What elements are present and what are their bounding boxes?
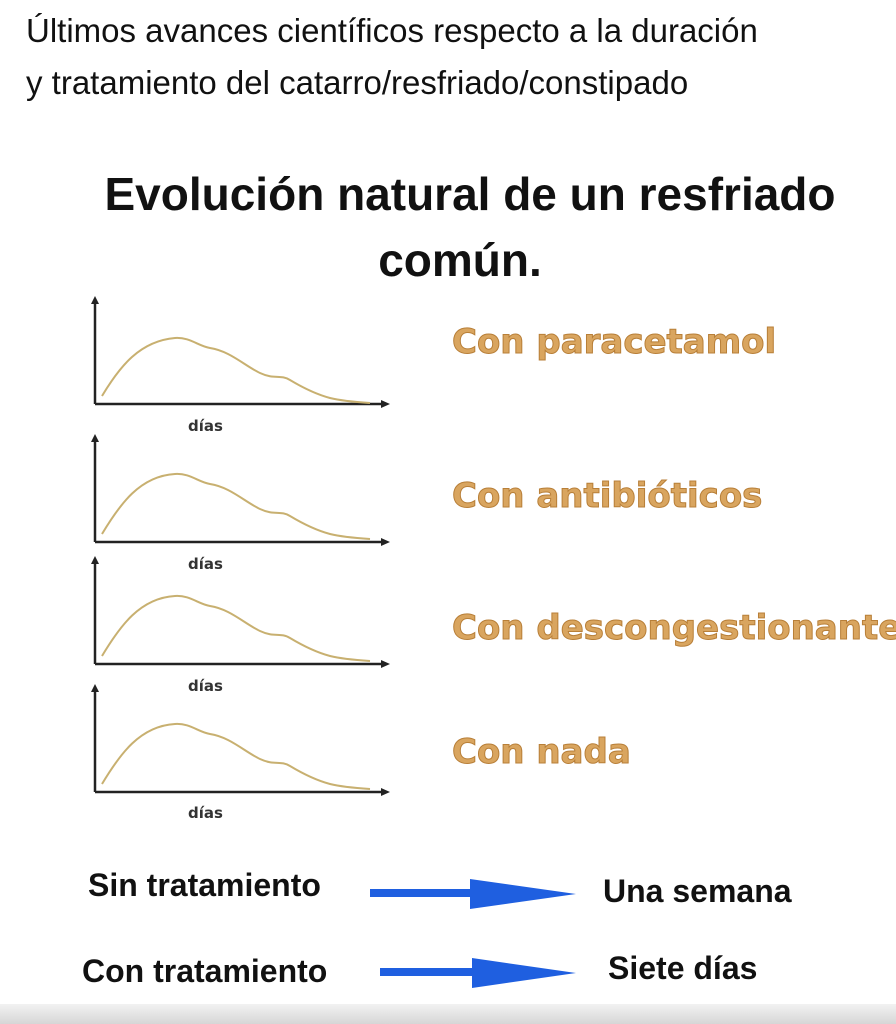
title-line-1: Evolución natural de un resfriado [104, 168, 836, 220]
title-line-2: común. [378, 234, 542, 286]
cold-curve-chart-3 [91, 556, 390, 668]
y-axis-arrowhead [91, 556, 99, 564]
y-axis-arrowhead [91, 684, 99, 692]
y-axis-arrowhead [91, 434, 99, 442]
curve [101, 336, 371, 404]
curve [101, 722, 371, 790]
cold-curve-chart-4 [91, 684, 390, 796]
summary-right-1: Una semana [603, 873, 792, 909]
axis-label-dias: días [188, 555, 223, 573]
axis-label-dias: días [188, 804, 223, 822]
treatment-label: Con antibióticos [451, 476, 763, 517]
header-line-1: Últimos avances científicos respecto a l… [26, 12, 758, 49]
curve [101, 472, 371, 540]
summary-left-1: Sin tratamiento [88, 867, 321, 903]
curve [101, 594, 371, 662]
treatment-label: Con descongestionantes [452, 608, 896, 649]
y-axis-arrowhead [91, 296, 99, 304]
treatment-label: Con nada [452, 732, 632, 773]
x-axis-arrowhead [381, 660, 390, 668]
x-axis-arrowhead [381, 538, 390, 546]
treatment-label: Con paracetamol [451, 322, 777, 363]
cold-curve-chart-1 [91, 296, 390, 408]
blue-arrow-1 [370, 879, 576, 909]
cold-curve-chart-2 [91, 434, 390, 546]
header-line-2: y tratamiento del catarro/resfriado/cons… [26, 64, 689, 101]
blue-arrow-2 [380, 958, 576, 988]
summary-left-2: Con tratamiento [82, 953, 328, 989]
summary-right-2: Siete días [608, 950, 758, 986]
axis-label-dias: días [188, 677, 223, 695]
x-axis-arrowhead [381, 788, 390, 796]
axis-label-dias: días [188, 417, 223, 435]
x-axis-arrowhead [381, 400, 390, 408]
bottom-bar [0, 1004, 896, 1024]
